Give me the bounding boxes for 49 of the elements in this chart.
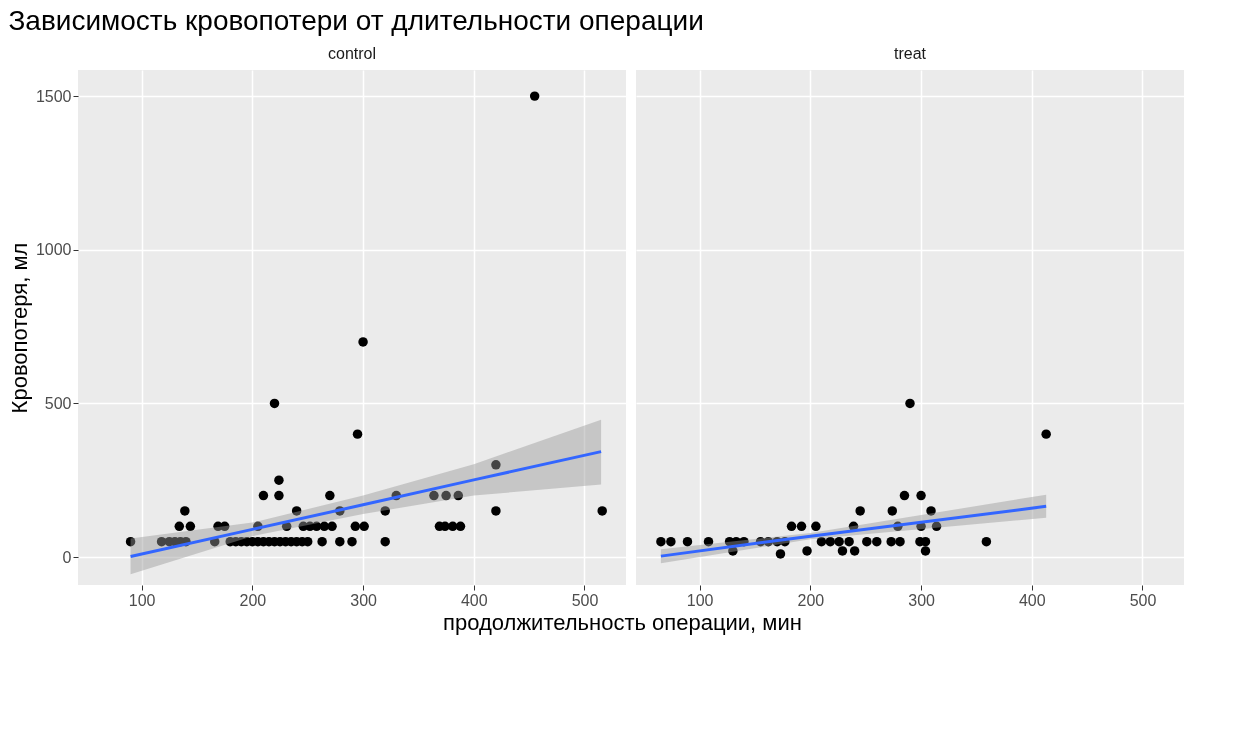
chart-subtitle: treat	[893, 45, 927, 62]
x-tick-label: 400	[1018, 591, 1046, 609]
y-tick-label: 1000	[35, 241, 72, 259]
x-axis-title: продолжительность операции, мин	[442, 610, 803, 636]
x-tick-label: 200	[797, 591, 825, 609]
point	[920, 546, 931, 556]
y-tick-label: 0	[62, 548, 72, 566]
point	[837, 546, 848, 556]
point	[899, 490, 910, 501]
y-axis-title: Кровопотеря, мл	[6, 242, 32, 414]
x-tick-label: 100	[128, 591, 156, 609]
point	[666, 536, 676, 547]
point	[811, 521, 821, 532]
point	[849, 546, 860, 556]
point	[926, 506, 936, 516]
point	[834, 536, 844, 547]
x-tick-label: 300	[908, 591, 936, 609]
point	[855, 506, 865, 516]
point	[682, 536, 693, 547]
point	[816, 536, 827, 547]
point	[886, 536, 896, 547]
point	[656, 536, 666, 547]
point	[862, 536, 872, 547]
point	[887, 506, 898, 516]
x-tick-label: 500	[1129, 591, 1157, 609]
point	[895, 536, 905, 547]
point	[786, 521, 797, 532]
point	[916, 490, 926, 501]
point	[775, 549, 786, 559]
point	[802, 546, 812, 556]
x-tick-label: 400	[460, 591, 488, 609]
point	[981, 536, 992, 547]
point	[872, 536, 882, 547]
x-tick-label: 500	[571, 591, 599, 609]
x-tick-label: 200	[239, 591, 267, 609]
point	[931, 521, 942, 532]
point	[703, 536, 714, 547]
x-tick-label: 100	[686, 591, 714, 609]
y-tick-label: 500	[44, 394, 72, 412]
x-tick-label: 300	[350, 591, 378, 609]
point	[905, 398, 915, 409]
line-series	[129, 450, 603, 558]
chart-title: Зависимость кровопотери от длительности операции	[8, 5, 704, 36]
point	[1041, 429, 1051, 439]
point	[844, 536, 854, 547]
point	[796, 521, 807, 532]
point	[825, 536, 836, 547]
chart-subtitle: control	[327, 45, 377, 62]
y-tick-label: 1500	[35, 87, 72, 105]
